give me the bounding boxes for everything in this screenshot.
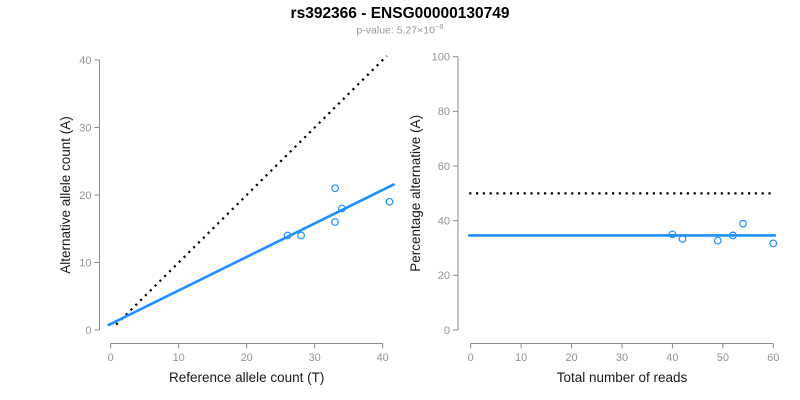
y-tick-label: 30 bbox=[79, 122, 91, 134]
x-tick-label: 20 bbox=[241, 352, 253, 364]
data-point bbox=[331, 184, 340, 193]
y-tick-label: 40 bbox=[79, 55, 91, 67]
y-axis-title: Percentage alternative (A) bbox=[408, 115, 423, 272]
data-point bbox=[769, 239, 778, 248]
data-point bbox=[713, 236, 722, 245]
y-tick-label: 20 bbox=[438, 270, 450, 282]
p-value-mantissa: 5.27 bbox=[396, 24, 418, 37]
data-point bbox=[297, 231, 306, 240]
x-axis-title: Total number of reads bbox=[557, 370, 688, 385]
fit-line bbox=[107, 183, 395, 327]
x-tick-label: 50 bbox=[717, 352, 729, 364]
x-tick-label: 30 bbox=[309, 352, 321, 364]
x-tick-label: 0 bbox=[108, 352, 114, 364]
y-tick-label: 0 bbox=[444, 325, 450, 337]
y-axis-title: Alternative allele count (A) bbox=[58, 116, 73, 274]
x-tick-label: 20 bbox=[565, 352, 577, 364]
data-point bbox=[739, 219, 747, 228]
data-point bbox=[338, 204, 346, 213]
p-value-label: p-value: 5.27×10−8 bbox=[0, 22, 800, 37]
y-tick-label: 0 bbox=[85, 325, 91, 337]
y-tick-label: 10 bbox=[79, 257, 91, 269]
plot-title: rs392366 - ENSG00000130749 bbox=[290, 5, 510, 22]
data-point bbox=[668, 230, 677, 239]
x-tick-label: 10 bbox=[515, 352, 527, 364]
y-tick-label: 80 bbox=[438, 106, 450, 118]
data-point bbox=[331, 218, 340, 226]
p-value-prefix: p-value: bbox=[356, 24, 397, 37]
x-tick-label: 40 bbox=[377, 352, 389, 364]
x-tick-label: 10 bbox=[173, 352, 185, 364]
p-value-times-ten: ×10 bbox=[417, 24, 435, 37]
identity-line bbox=[115, 55, 388, 326]
data-point bbox=[283, 231, 292, 240]
y-tick-label: 20 bbox=[79, 190, 91, 202]
data-point bbox=[385, 197, 394, 206]
x-tick-label: 60 bbox=[767, 352, 779, 364]
p-value-exponent: −8 bbox=[434, 22, 444, 31]
x-tick-label: 40 bbox=[666, 352, 678, 364]
x-axis-title: Reference allele count (T) bbox=[169, 370, 324, 385]
y-tick-label: 60 bbox=[438, 161, 450, 173]
y-tick-label: 40 bbox=[438, 216, 450, 228]
x-tick-label: 30 bbox=[616, 352, 628, 364]
x-tick-label: 0 bbox=[468, 352, 474, 364]
data-point bbox=[729, 231, 737, 240]
data-point bbox=[678, 235, 687, 243]
y-tick-label: 100 bbox=[432, 52, 450, 64]
